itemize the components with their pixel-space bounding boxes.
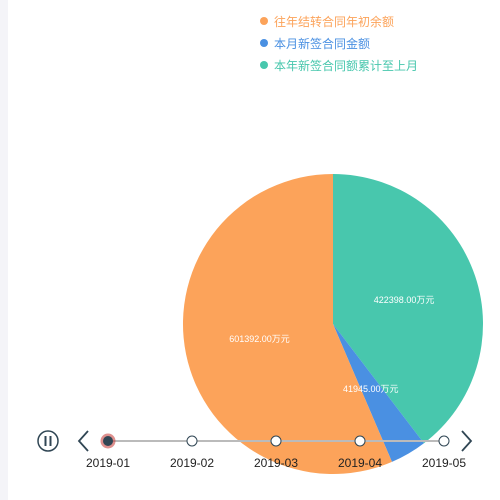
timeline-label[interactable]: 2019-04 [338, 456, 382, 470]
pause-icon [44, 436, 52, 446]
timeline-point-2019-01[interactable]: 2019-01 [86, 433, 130, 471]
pie-slice[interactable] [333, 324, 424, 462]
prev-button[interactable] [72, 428, 92, 454]
timeline-active-dot[interactable] [103, 436, 113, 446]
chevron-right-icon [461, 430, 473, 452]
legend-item[interactable]: 往年结转合同年初余额 [260, 10, 418, 32]
timeline-label[interactable]: 2019-01 [86, 456, 130, 470]
legend-item[interactable]: 本年新签合同额累计至上月 [260, 54, 418, 76]
legend-marker-icon [260, 61, 268, 69]
timeline-points: 2019-01 2019-02 2019-03 2019-04 2019-05 [86, 433, 466, 471]
legend-label: 本月新签合同金额 [274, 36, 371, 51]
timeline-dot[interactable] [186, 435, 198, 447]
timeline-dot[interactable] [438, 435, 450, 447]
pie-labels: 422398.00万元 41945.00万元 601392.00万元 [229, 295, 434, 394]
timeline-point-2019-03[interactable]: 2019-03 [254, 435, 298, 470]
legend-marker-icon [260, 17, 268, 25]
legend-label: 往年结转合同年初余额 [274, 14, 395, 29]
legend-marker-icon [260, 39, 268, 47]
timeline-label[interactable]: 2019-02 [170, 456, 214, 470]
legend-label: 本年新签合同额累计至上月 [274, 58, 419, 73]
play-pause-button[interactable] [37, 430, 59, 452]
pie-slice-label: 422398.00万元 [374, 295, 435, 305]
timeline-dot[interactable] [270, 435, 282, 447]
pie-slice-label: 601392.00万元 [229, 334, 290, 344]
timeline-label[interactable]: 2019-05 [422, 456, 466, 470]
timeline[interactable]: 2019-01 2019-02 2019-03 2019-04 2019-05 [0, 420, 500, 480]
pie-slice[interactable] [333, 174, 484, 444]
legend-item[interactable]: 本月新签合同金额 [260, 32, 418, 54]
next-button[interactable] [456, 428, 476, 454]
timeline-dot[interactable] [354, 435, 366, 447]
timeline-point-2019-05[interactable]: 2019-05 [422, 435, 466, 470]
page-left-edge [0, 0, 8, 500]
chevron-left-icon [77, 430, 89, 452]
timeline-label[interactable]: 2019-03 [254, 456, 298, 470]
legend: 往年结转合同年初余额 本月新签合同金额本年新签合同额累计至上月 [260, 10, 418, 76]
timeline-point-2019-04[interactable]: 2019-04 [338, 435, 382, 470]
pie-slice[interactable] [182, 173, 392, 475]
pie-slices [182, 173, 484, 475]
play-pause-circle[interactable] [37, 430, 59, 452]
pie-slice-label: 41945.00万元 [343, 384, 399, 394]
timeline-point-2019-02[interactable]: 2019-02 [170, 435, 214, 470]
